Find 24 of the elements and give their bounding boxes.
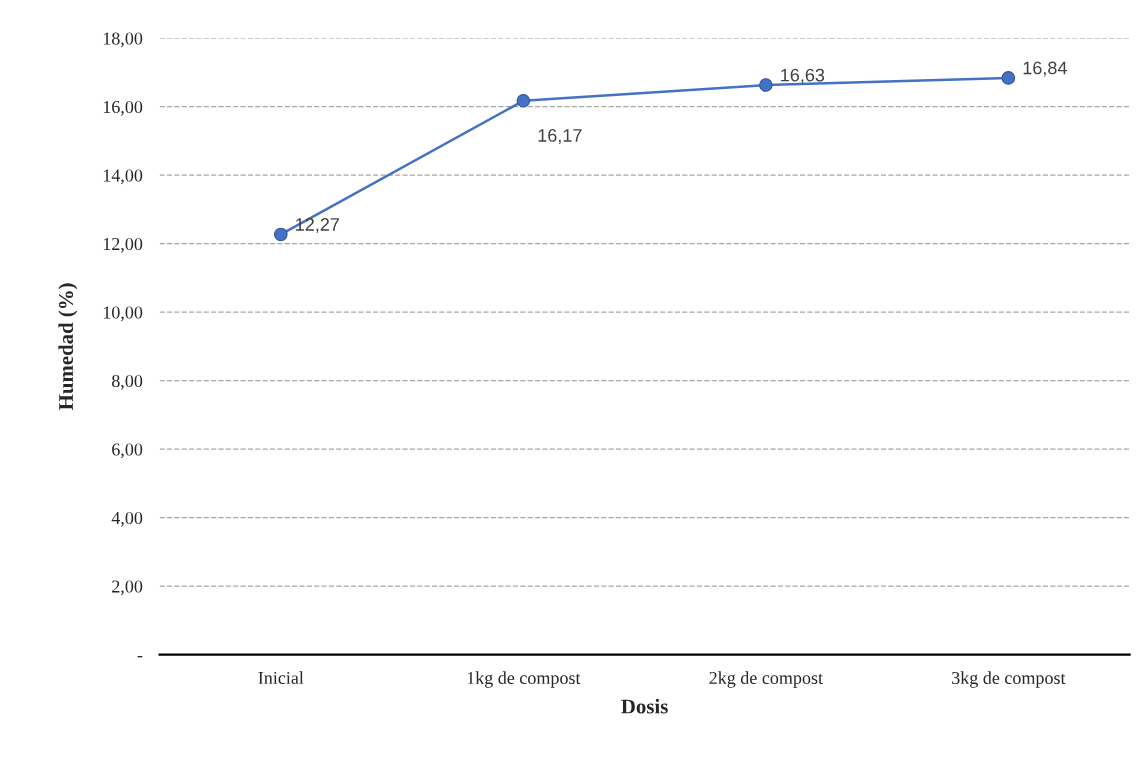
data-label: 16,84 <box>1023 61 1067 77</box>
y-tick-label: 8,00 <box>112 374 143 390</box>
x-tick-label: Inicial <box>258 671 304 685</box>
point <box>274 227 288 242</box>
y-tick-label: - <box>137 655 143 658</box>
data-label: 16,63 <box>781 68 825 84</box>
y-tick-label: 12,00 <box>103 237 143 253</box>
x-tick-label: 1kg de compost <box>467 671 581 688</box>
point <box>1001 71 1016 85</box>
data-label: 12,27 <box>296 218 339 233</box>
x-tick-label: 2kg de compost <box>709 671 823 688</box>
y-axis-title: Humedad (%) <box>58 283 78 410</box>
y-tick-label: 4,00 <box>111 511 143 527</box>
x-tick-label: 3kg de compost <box>952 671 1066 688</box>
y-tick-label: 16,00 <box>103 100 143 116</box>
y-tick-label: 18,00 <box>103 32 143 48</box>
point <box>759 78 773 92</box>
point <box>516 94 531 108</box>
y-tick-label: 14,00 <box>103 169 143 185</box>
y-tick-label: 2,00 <box>112 580 143 596</box>
y-tick-label: 10,00 <box>103 306 143 322</box>
y-tick-label: 6,00 <box>112 443 143 459</box>
x-axis-title: Dosis <box>621 698 668 714</box>
data-label: 16,17 <box>538 129 582 144</box>
